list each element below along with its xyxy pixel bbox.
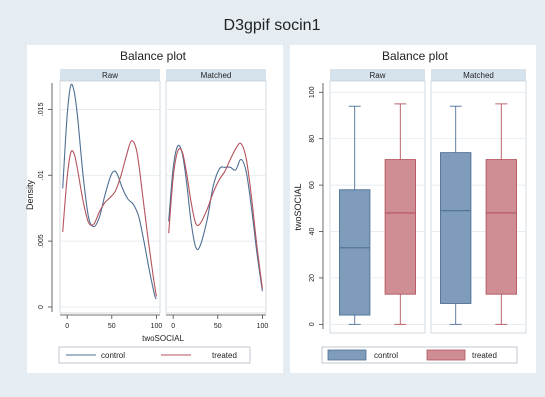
density-panel-label: Matched [201,71,232,80]
box-iqr-control [339,189,371,316]
figure-title: D3gpif socin1 [224,17,321,34]
box-y-axis-label: twoSOCIAL [293,183,303,230]
density-x-tick-label: 50 [108,323,116,330]
box-y-tick-label: 20 [309,274,316,282]
box-panel-label: Raw [369,71,385,80]
density-x-axis-label: twoSOCIAL [142,334,184,343]
box-y-tick-label: 40 [309,228,316,236]
box-legend-swatch-control [327,349,367,361]
density-panel-label: Raw [102,71,118,80]
density-panel-strip [60,69,160,81]
box-chart: Balance plot 0 20 40 60 80 100 twoSOCIAL Raw Matc… [290,45,536,373]
density-y-axis-label: Density [25,179,35,210]
density-panel-strip [166,69,266,81]
box-y-tick-label: 100 [309,86,316,98]
density-chart-title: Balance plot [120,49,187,63]
density-y-tick-label: .01 [38,170,45,180]
density-line-control [62,83,157,300]
box-y-tick-label: 0 [309,322,316,326]
box-panel-label: Matched [463,71,494,80]
density-panel-frame [165,80,267,314]
box-y-tick-label: 60 [309,181,316,189]
density-legend-label-control: control [101,351,125,360]
density-x-tick-label: 0 [65,323,69,330]
density-x-tick-label: 0 [171,323,175,330]
box-panel-strip [431,69,526,81]
density-x-tick-label: 100 [257,323,269,330]
density-y-tick-label: 0 [38,305,45,309]
box-legend-swatch-treated [426,349,466,361]
box-legend [321,346,518,364]
box-panel-strip [330,69,425,81]
box-iqr-treated [384,159,416,295]
density-line-treated [168,142,263,289]
box-legend-label-control: control [374,351,398,360]
density-y-tick-label: .005 [38,234,45,248]
box-iqr-treated [485,159,517,295]
density-line-treated [62,140,157,297]
density-legend [58,346,251,364]
density-chart: Balance plot 0 .005 .01 .015 Density Raw 0 50 100… [25,45,283,373]
density-y-tick-label: .015 [38,102,45,116]
density-x-tick-label: 100 [151,323,163,330]
box-chart-title: Balance plot [382,49,449,63]
box-legend-label-treated: treated [472,351,497,360]
box-y-tick-label: 80 [309,135,316,143]
density-legend-label-treated: treated [212,351,237,360]
box-iqr-control [440,152,472,304]
density-x-tick-label: 50 [214,323,222,330]
